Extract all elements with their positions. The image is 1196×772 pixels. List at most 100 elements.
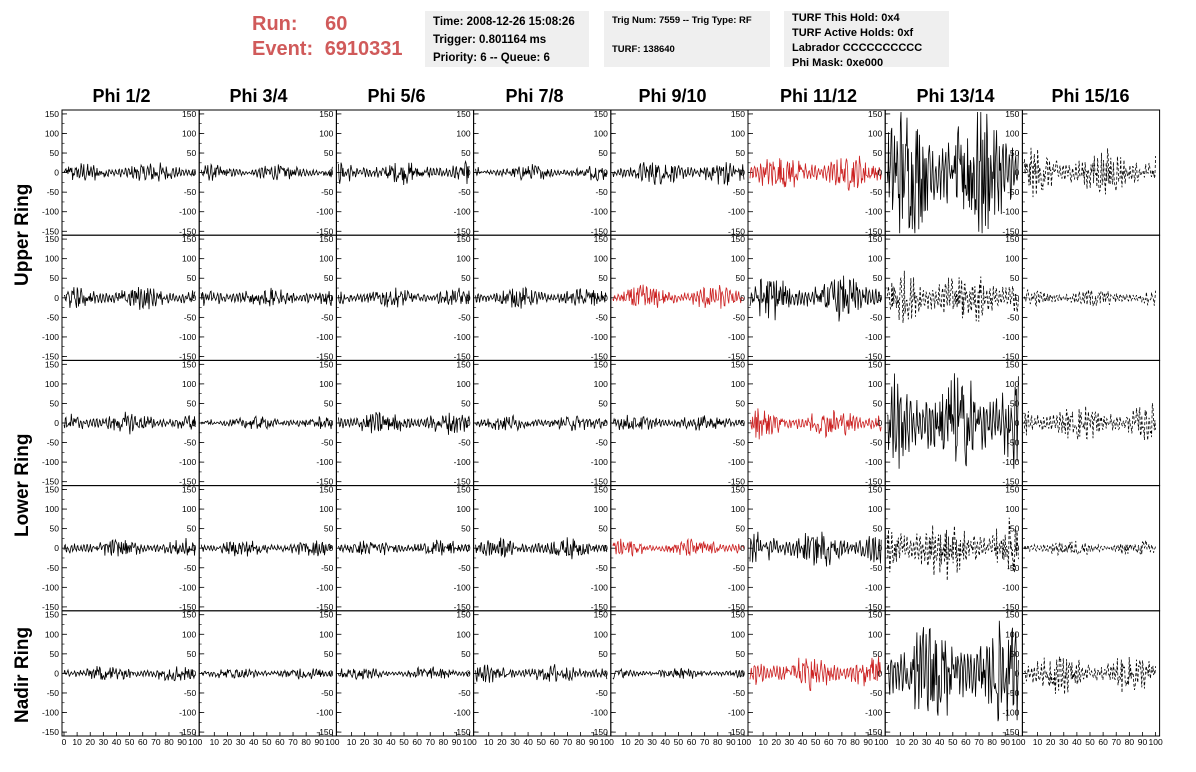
y-tick-label: -150 xyxy=(1002,602,1019,612)
x-tick-label: 40 xyxy=(386,737,396,747)
waveform-r4-c7 xyxy=(1024,656,1156,695)
y-tick-label: 0 xyxy=(1015,418,1020,428)
x-tick-label: 10 xyxy=(484,737,494,747)
y-tick-label: 50 xyxy=(598,524,608,534)
waveform-r1-c0 xyxy=(64,286,196,310)
y-tick-label: -100 xyxy=(865,207,882,217)
y-tick-label: 100 xyxy=(182,254,196,264)
x-tick-label: 60 xyxy=(550,737,560,747)
y-tick-label: 50 xyxy=(461,524,471,534)
x-tick-label: 70 xyxy=(288,737,298,747)
x-tick-label: 40 xyxy=(523,737,533,747)
column-label-phi-15-16: Phi 15/16 xyxy=(1051,86,1130,106)
y-tick-label: 100 xyxy=(1005,128,1019,138)
x-tick-label: 30 xyxy=(1059,737,1069,747)
y-tick-label: -100 xyxy=(728,457,745,467)
column-label-phi-5-6: Phi 5/6 xyxy=(367,86,426,106)
y-tick-label: 100 xyxy=(731,504,745,514)
y-tick-label: -100 xyxy=(591,708,608,718)
y-tick-label: 50 xyxy=(1010,273,1020,283)
waveform-r0-c3 xyxy=(475,164,608,182)
y-tick-label: 50 xyxy=(187,649,197,659)
y-tick-label: -100 xyxy=(179,207,196,217)
y-tick-label: -50 xyxy=(321,438,334,448)
y-tick-label: -150 xyxy=(591,226,608,236)
column-label-phi-7-8: Phi 7/8 xyxy=(505,86,564,106)
y-tick-label: -150 xyxy=(454,727,471,737)
waveform-r3-c2 xyxy=(338,539,470,556)
y-tick-label: 0 xyxy=(603,668,608,678)
y-tick-label: -100 xyxy=(865,457,882,467)
y-tick-label: -100 xyxy=(179,582,196,592)
y-tick-label: -100 xyxy=(728,207,745,217)
y-tick-label: -50 xyxy=(733,688,746,698)
y-tick-label: -150 xyxy=(316,727,333,737)
column-label-phi-3-4: Phi 3/4 xyxy=(229,86,288,106)
y-tick-label: -100 xyxy=(316,708,333,718)
waveform-r2-c2 xyxy=(338,411,470,435)
y-tick-label: 0 xyxy=(54,418,59,428)
x-tick-label: 80 xyxy=(576,737,586,747)
y-tick-label: 0 xyxy=(466,293,471,303)
y-tick-label: 100 xyxy=(456,504,470,514)
y-tick-label: 0 xyxy=(466,418,471,428)
y-tick-label: -100 xyxy=(454,207,471,217)
y-tick-label: 0 xyxy=(603,293,608,303)
y-tick-label: 50 xyxy=(324,649,334,659)
x-tick-label: 70 xyxy=(151,737,161,747)
y-tick-label: 150 xyxy=(319,610,333,620)
waveform-r3-c0 xyxy=(63,537,196,557)
y-tick-label: 0 xyxy=(329,168,334,178)
y-tick-label: -50 xyxy=(47,187,60,197)
y-tick-label: -50 xyxy=(1007,312,1020,322)
y-tick-label: 0 xyxy=(740,293,745,303)
y-tick-label: -100 xyxy=(591,332,608,342)
waveform-r4-c3 xyxy=(475,664,608,683)
x-tick-label: 20 xyxy=(497,737,507,747)
y-tick-label: -50 xyxy=(458,563,471,573)
y-tick-label: 0 xyxy=(191,168,196,178)
y-tick-label: 0 xyxy=(329,418,334,428)
x-tick-label: 20 xyxy=(772,737,782,747)
x-tick-label: 90 xyxy=(452,737,462,747)
x-tick-label: 40 xyxy=(661,737,671,747)
waveform-r2-c3 xyxy=(475,414,608,432)
x-tick-label: 50 xyxy=(1085,737,1095,747)
y-tick-label: 100 xyxy=(1005,504,1019,514)
x-tick-label: 50 xyxy=(674,737,684,747)
y-tick-label: 150 xyxy=(731,234,745,244)
y-tick-label: 0 xyxy=(1015,543,1020,553)
y-tick-label: 100 xyxy=(1005,254,1019,264)
x-tick-label: 70 xyxy=(563,737,573,747)
waveform-r3-c6 xyxy=(886,517,1019,581)
y-tick-label: 150 xyxy=(456,234,470,244)
y-tick-label: 100 xyxy=(594,254,608,264)
y-tick-label: 0 xyxy=(603,418,608,428)
y-tick-label: 50 xyxy=(1010,148,1020,158)
y-tick-label: -100 xyxy=(1002,582,1019,592)
waveform-r4-c0 xyxy=(63,665,196,682)
x-tick-label: 50 xyxy=(125,737,135,747)
y-tick-label: 50 xyxy=(598,398,608,408)
x-tick-label: 30 xyxy=(647,737,657,747)
y-tick-label: -100 xyxy=(316,582,333,592)
y-tick-label: 0 xyxy=(877,168,882,178)
y-tick-label: 150 xyxy=(45,359,59,369)
y-tick-label: 50 xyxy=(1010,524,1020,534)
x-tick-label: 60 xyxy=(961,737,971,747)
y-tick-label: -50 xyxy=(596,438,609,448)
y-tick-label: 150 xyxy=(319,234,333,244)
y-tick-label: -100 xyxy=(42,207,59,217)
phi-mask-text: Phi Mask: 0xe000 xyxy=(792,57,884,69)
y-tick-label: -150 xyxy=(316,351,333,361)
x-tick-label: 70 xyxy=(974,737,984,747)
x-tick-label: 0 xyxy=(62,737,67,747)
x-tick-label: 30 xyxy=(373,737,383,747)
y-tick-label: 0 xyxy=(466,543,471,553)
y-tick-label: 100 xyxy=(594,379,608,389)
x-tick-label: 50 xyxy=(399,737,409,747)
waveform-r4-c4 xyxy=(612,667,745,680)
y-tick-label: 50 xyxy=(736,524,746,534)
y-tick-label: -50 xyxy=(1007,688,1020,698)
y-tick-label: 100 xyxy=(319,128,333,138)
